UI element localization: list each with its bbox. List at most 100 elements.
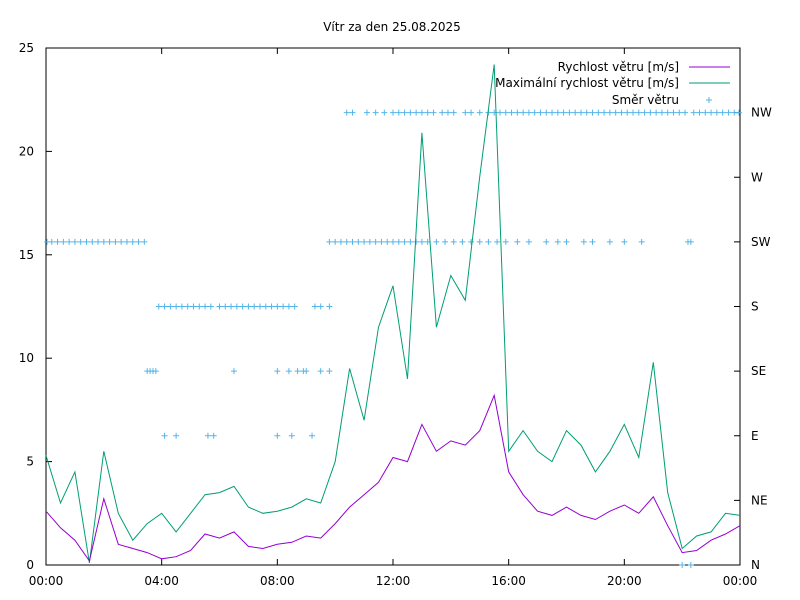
- direction-point: [676, 109, 683, 116]
- direction-point: [549, 109, 556, 116]
- direction-point: [202, 303, 209, 310]
- y-right-tick-label: NW: [751, 106, 772, 120]
- y-right-tick-label: S: [751, 300, 759, 314]
- legend-label-direction: Směr větru: [612, 93, 679, 107]
- direction-point: [413, 109, 420, 116]
- y-left-tick-label: 20: [19, 144, 34, 158]
- y-right-tick-label: E: [751, 429, 759, 443]
- direction-point: [577, 109, 584, 116]
- direction-point: [496, 109, 503, 116]
- direction-point: [572, 109, 579, 116]
- direction-point: [378, 238, 385, 245]
- direction-point: [595, 109, 602, 116]
- direction-point: [71, 238, 78, 245]
- direction-point: [54, 238, 61, 245]
- direction-point: [355, 238, 362, 245]
- direction-point: [372, 109, 379, 116]
- x-tick-label: 20:00: [607, 574, 642, 588]
- legend-label-speed: Rychlost větru [m/s]: [558, 60, 679, 74]
- y-left-tick-label: 10: [19, 351, 34, 365]
- direction-point: [679, 562, 686, 568]
- direction-point: [245, 303, 252, 310]
- direction-point: [95, 238, 102, 245]
- direction-point: [381, 109, 388, 116]
- y-right-tick-label: N: [751, 558, 760, 572]
- direction-point: [262, 303, 269, 310]
- direction-point: [326, 303, 333, 310]
- direction-point: [653, 109, 660, 116]
- direction-point: [239, 303, 246, 310]
- direction-point: [326, 368, 333, 375]
- direction-point: [736, 109, 742, 116]
- direction-point: [309, 432, 316, 439]
- direction-point: [89, 238, 96, 245]
- direction-point: [713, 109, 720, 116]
- direction-point: [141, 238, 148, 245]
- direction-point: [390, 238, 396, 245]
- direction-point: [190, 303, 197, 310]
- direction-point: [112, 238, 119, 245]
- direction-point: [173, 432, 180, 439]
- direction-point: [401, 238, 408, 245]
- direction-series: [44, 109, 742, 568]
- direction-point: [589, 109, 596, 116]
- x-axis: 00:00 04:00 08:00 12:00 16:00 20:00 00:00: [29, 48, 757, 588]
- direction-point: [332, 238, 339, 245]
- direction-point: [641, 109, 648, 116]
- direction-point: [612, 109, 619, 116]
- direction-point: [161, 432, 168, 439]
- direction-point: [468, 109, 475, 116]
- direction-point: [326, 238, 333, 245]
- direction-point: [537, 109, 544, 116]
- direction-point: [390, 109, 396, 116]
- direction-point: [210, 432, 217, 439]
- direction-point: [459, 238, 466, 245]
- direction-point: [439, 109, 446, 116]
- x-tick-label: 08:00: [260, 574, 295, 588]
- direction-point: [725, 109, 732, 116]
- direction-point: [494, 238, 501, 245]
- legend-label-gust: Maximální rychlost větru [m/s]: [495, 76, 679, 90]
- direction-point: [251, 303, 258, 310]
- direction-point: [363, 109, 370, 116]
- direction-point: [384, 238, 391, 245]
- y-left-tick-label: 25: [19, 41, 34, 55]
- x-tick-label: 04:00: [144, 574, 179, 588]
- direction-point: [343, 238, 350, 245]
- direction-point: [525, 238, 532, 245]
- direction-point: [268, 303, 275, 310]
- direction-point: [178, 303, 185, 310]
- direction-point: [294, 368, 301, 375]
- y-right-tick-label: NE: [751, 493, 768, 507]
- direction-point: [274, 368, 281, 375]
- direction-point: [155, 303, 162, 310]
- direction-point: [83, 238, 90, 245]
- direction-point: [395, 238, 402, 245]
- direction-point: [291, 303, 298, 310]
- direction-point: [702, 109, 709, 116]
- direction-point: [560, 109, 567, 116]
- direction-point: [719, 109, 726, 116]
- series-line-gust: [45, 64, 741, 563]
- direction-point: [173, 303, 180, 310]
- direction-point: [349, 109, 356, 116]
- direction-point: [48, 238, 55, 245]
- direction-point: [606, 238, 613, 245]
- direction-point: [442, 238, 449, 245]
- y-left-tick-label: 5: [26, 455, 34, 469]
- direction-point: [361, 238, 368, 245]
- direction-point: [407, 109, 414, 116]
- direction-point: [638, 238, 645, 245]
- legend-direction-mark: [706, 97, 712, 103]
- direction-point: [366, 238, 373, 245]
- direction-point: [682, 109, 689, 116]
- direction-point: [204, 432, 211, 439]
- direction-point: [343, 109, 350, 116]
- direction-point: [583, 109, 590, 116]
- direction-point: [152, 368, 159, 375]
- direction-point: [216, 303, 223, 310]
- direction-point: [514, 109, 521, 116]
- direction-point: [424, 109, 431, 116]
- direction-point: [230, 368, 237, 375]
- direction-point: [407, 238, 414, 245]
